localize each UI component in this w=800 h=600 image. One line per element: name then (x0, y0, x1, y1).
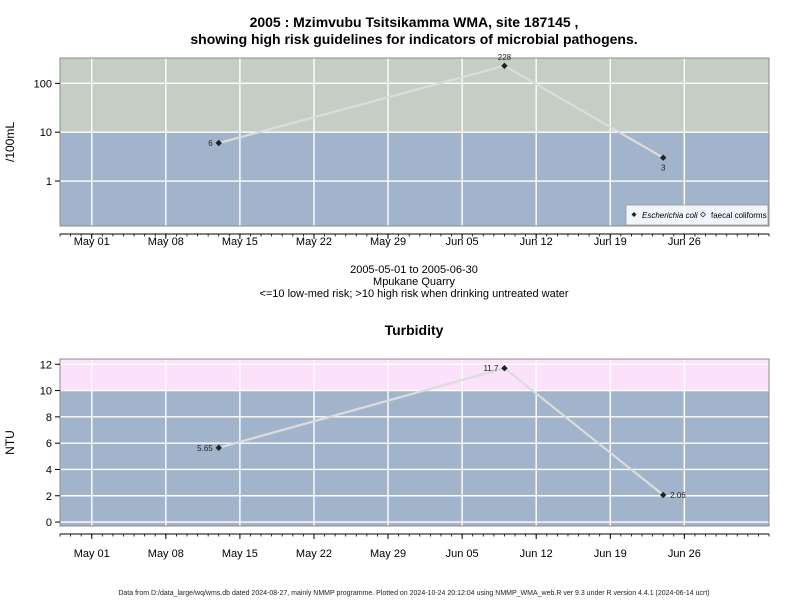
y-tick-label: 8 (46, 412, 52, 424)
legend-marker-filled (631, 212, 637, 217)
x-tick-label: Jun 05 (446, 236, 479, 248)
legend-entry: faecal coliforms (711, 211, 767, 220)
legend-entry: Escherichia coli (642, 211, 698, 220)
footer-note: Data from D:/data_large/wq/wms.db dated … (118, 590, 709, 597)
x-tick-label: May 01 (74, 548, 110, 560)
y-tick-label: 0 (46, 517, 52, 529)
y-tick-label: 6 (46, 438, 52, 450)
chart-title: 2005 : Mzimvubu Tsitsikamma WMA, site 18… (250, 14, 579, 30)
data-label: 2.06 (670, 491, 686, 500)
y-tick-label: 10 (40, 127, 52, 139)
x-tick-label: May 08 (148, 548, 184, 560)
x-tick-label: Jun 26 (668, 236, 701, 248)
x-tick-label: May 22 (296, 236, 332, 248)
legend-marker-open (700, 211, 706, 218)
data-point (659, 154, 667, 161)
y-tick-label: 12 (40, 359, 52, 371)
data-point (501, 365, 508, 372)
data-label: 5.65 (197, 444, 213, 453)
legend-box (625, 204, 769, 226)
x-tick-label: May 22 (296, 548, 332, 560)
x-tick-label: May 29 (370, 236, 406, 248)
data-label: 228 (498, 53, 512, 62)
data-point (501, 62, 508, 70)
x-tick-label: Jun 19 (594, 548, 627, 560)
data-point (215, 444, 222, 451)
x-tick-label: Jun 26 (668, 548, 701, 560)
risk-band-2 (60, 58, 769, 133)
data-label: 3 (661, 164, 666, 173)
y-axis-label: /100mL (3, 122, 17, 162)
x-tick-label: May 29 (370, 548, 406, 560)
y-tick-label: 2 (46, 491, 52, 503)
legend: Escherichia coli faecal coliforms (625, 204, 769, 226)
plot-frame (59, 57, 770, 227)
chart-subtitle: 2005-05-01 to 2005-06-30 (350, 264, 478, 276)
chart-panel-2: 0 2 4 6 8 10 12 May 01 May 08 May 15 May 22 May 29 J… (3, 322, 770, 560)
x-tick-label: May 08 (148, 236, 184, 248)
data-point (215, 139, 222, 147)
x-tick-label: Jun 12 (520, 548, 553, 560)
x-tick-label: Jun 19 (594, 236, 627, 248)
plot-frame (59, 358, 770, 527)
x-tick-label: May 15 (222, 236, 258, 248)
chart-title: showing high risk guidelines for indicat… (190, 31, 637, 47)
data-label: 6 (208, 139, 213, 148)
x-tick-label: May 15 (222, 548, 258, 560)
chart-subtitle: <=10 low-med risk; >10 high risk when dr… (259, 288, 568, 300)
x-tick-label: May 01 (74, 236, 110, 248)
data-point (659, 491, 667, 499)
chart-panel-1: 1 10 100 May 01 May 08 May 15 May 22 May 29 Jun … (3, 14, 770, 300)
y-tick-label: 1 (46, 176, 52, 188)
y-tick-label: 100 (34, 78, 52, 90)
y-axis-label: NTU (3, 430, 17, 455)
chart-title: Turbidity (385, 322, 444, 338)
y-tick-label: 10 (40, 386, 52, 398)
data-label: 11.7 (483, 364, 499, 373)
y-tick-label: 4 (46, 464, 52, 476)
chart-subtitle: Mpukane Quarry (373, 276, 455, 288)
x-tick-label: Jun 05 (446, 548, 479, 560)
risk-band-1 (60, 390, 769, 526)
x-tick-label: Jun 12 (520, 236, 553, 248)
